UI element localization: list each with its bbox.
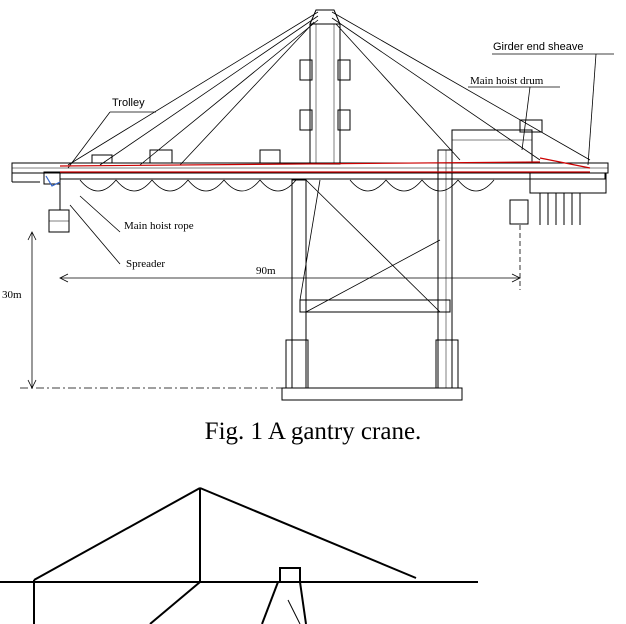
- label-main-hoist-rope: Main hoist rope: [124, 220, 194, 232]
- label-span: 90m: [256, 265, 276, 277]
- label-trolley: Trolley: [112, 97, 145, 109]
- left-spreader: [43, 171, 70, 233]
- label-height: 30m: [2, 289, 22, 301]
- trolley-marker: [45, 175, 61, 187]
- label-main-hoist-drum: Main hoist drum: [470, 75, 544, 87]
- end-sheave-structure: [509, 172, 607, 225]
- leader-lines: [67, 53, 614, 265]
- festoon-loops: [79, 179, 495, 192]
- apex-tower: [299, 9, 351, 165]
- label-girder-end-sheave: Girder end sheave: [493, 41, 584, 53]
- machinery-house: [91, 119, 543, 164]
- height-dimension: [20, 231, 290, 389]
- figure-caption: Fig. 1 A gantry crane.: [204, 418, 422, 445]
- forestay-cables: [67, 11, 591, 166]
- label-spreader: Spreader: [126, 258, 165, 270]
- span-dimension: [59, 225, 521, 290]
- simplified-crane-outline: [0, 487, 478, 624]
- hoist-rope: [59, 157, 591, 173]
- gantry-legs: [281, 149, 463, 401]
